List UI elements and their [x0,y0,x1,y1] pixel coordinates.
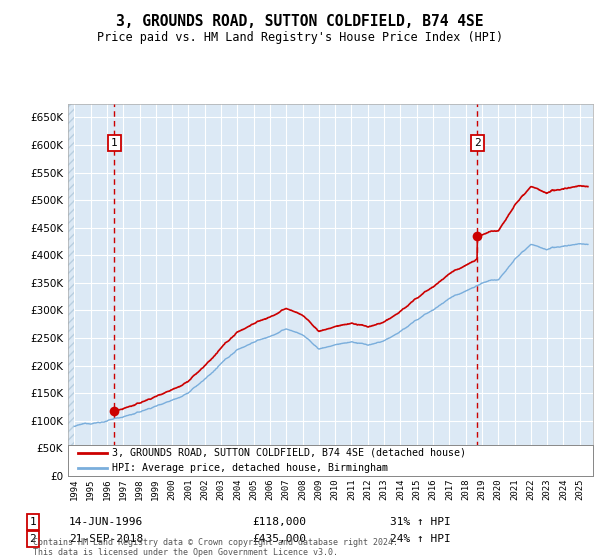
Text: 14-JUN-1996: 14-JUN-1996 [69,517,143,527]
Text: 2: 2 [474,138,481,148]
Text: Contains HM Land Registry data © Crown copyright and database right 2024.
This d: Contains HM Land Registry data © Crown c… [33,538,398,557]
Text: 1: 1 [29,517,37,527]
Text: 3, GROUNDS ROAD, SUTTON COLDFIELD, B74 4SE: 3, GROUNDS ROAD, SUTTON COLDFIELD, B74 4… [116,14,484,29]
Text: HPI: Average price, detached house, Birmingham: HPI: Average price, detached house, Birm… [112,463,388,473]
Text: 1: 1 [111,138,118,148]
Text: 31% ↑ HPI: 31% ↑ HPI [390,517,451,527]
Text: £435,000: £435,000 [252,534,306,544]
Text: 3, GROUNDS ROAD, SUTTON COLDFIELD, B74 4SE (detached house): 3, GROUNDS ROAD, SUTTON COLDFIELD, B74 4… [112,448,466,458]
Text: 21-SEP-2018: 21-SEP-2018 [69,534,143,544]
Bar [68,104,74,476]
Text: Price paid vs. HM Land Registry's House Price Index (HPI): Price paid vs. HM Land Registry's House … [97,31,503,44]
Text: 2: 2 [29,534,37,544]
Text: 24% ↑ HPI: 24% ↑ HPI [390,534,451,544]
Text: £118,000: £118,000 [252,517,306,527]
